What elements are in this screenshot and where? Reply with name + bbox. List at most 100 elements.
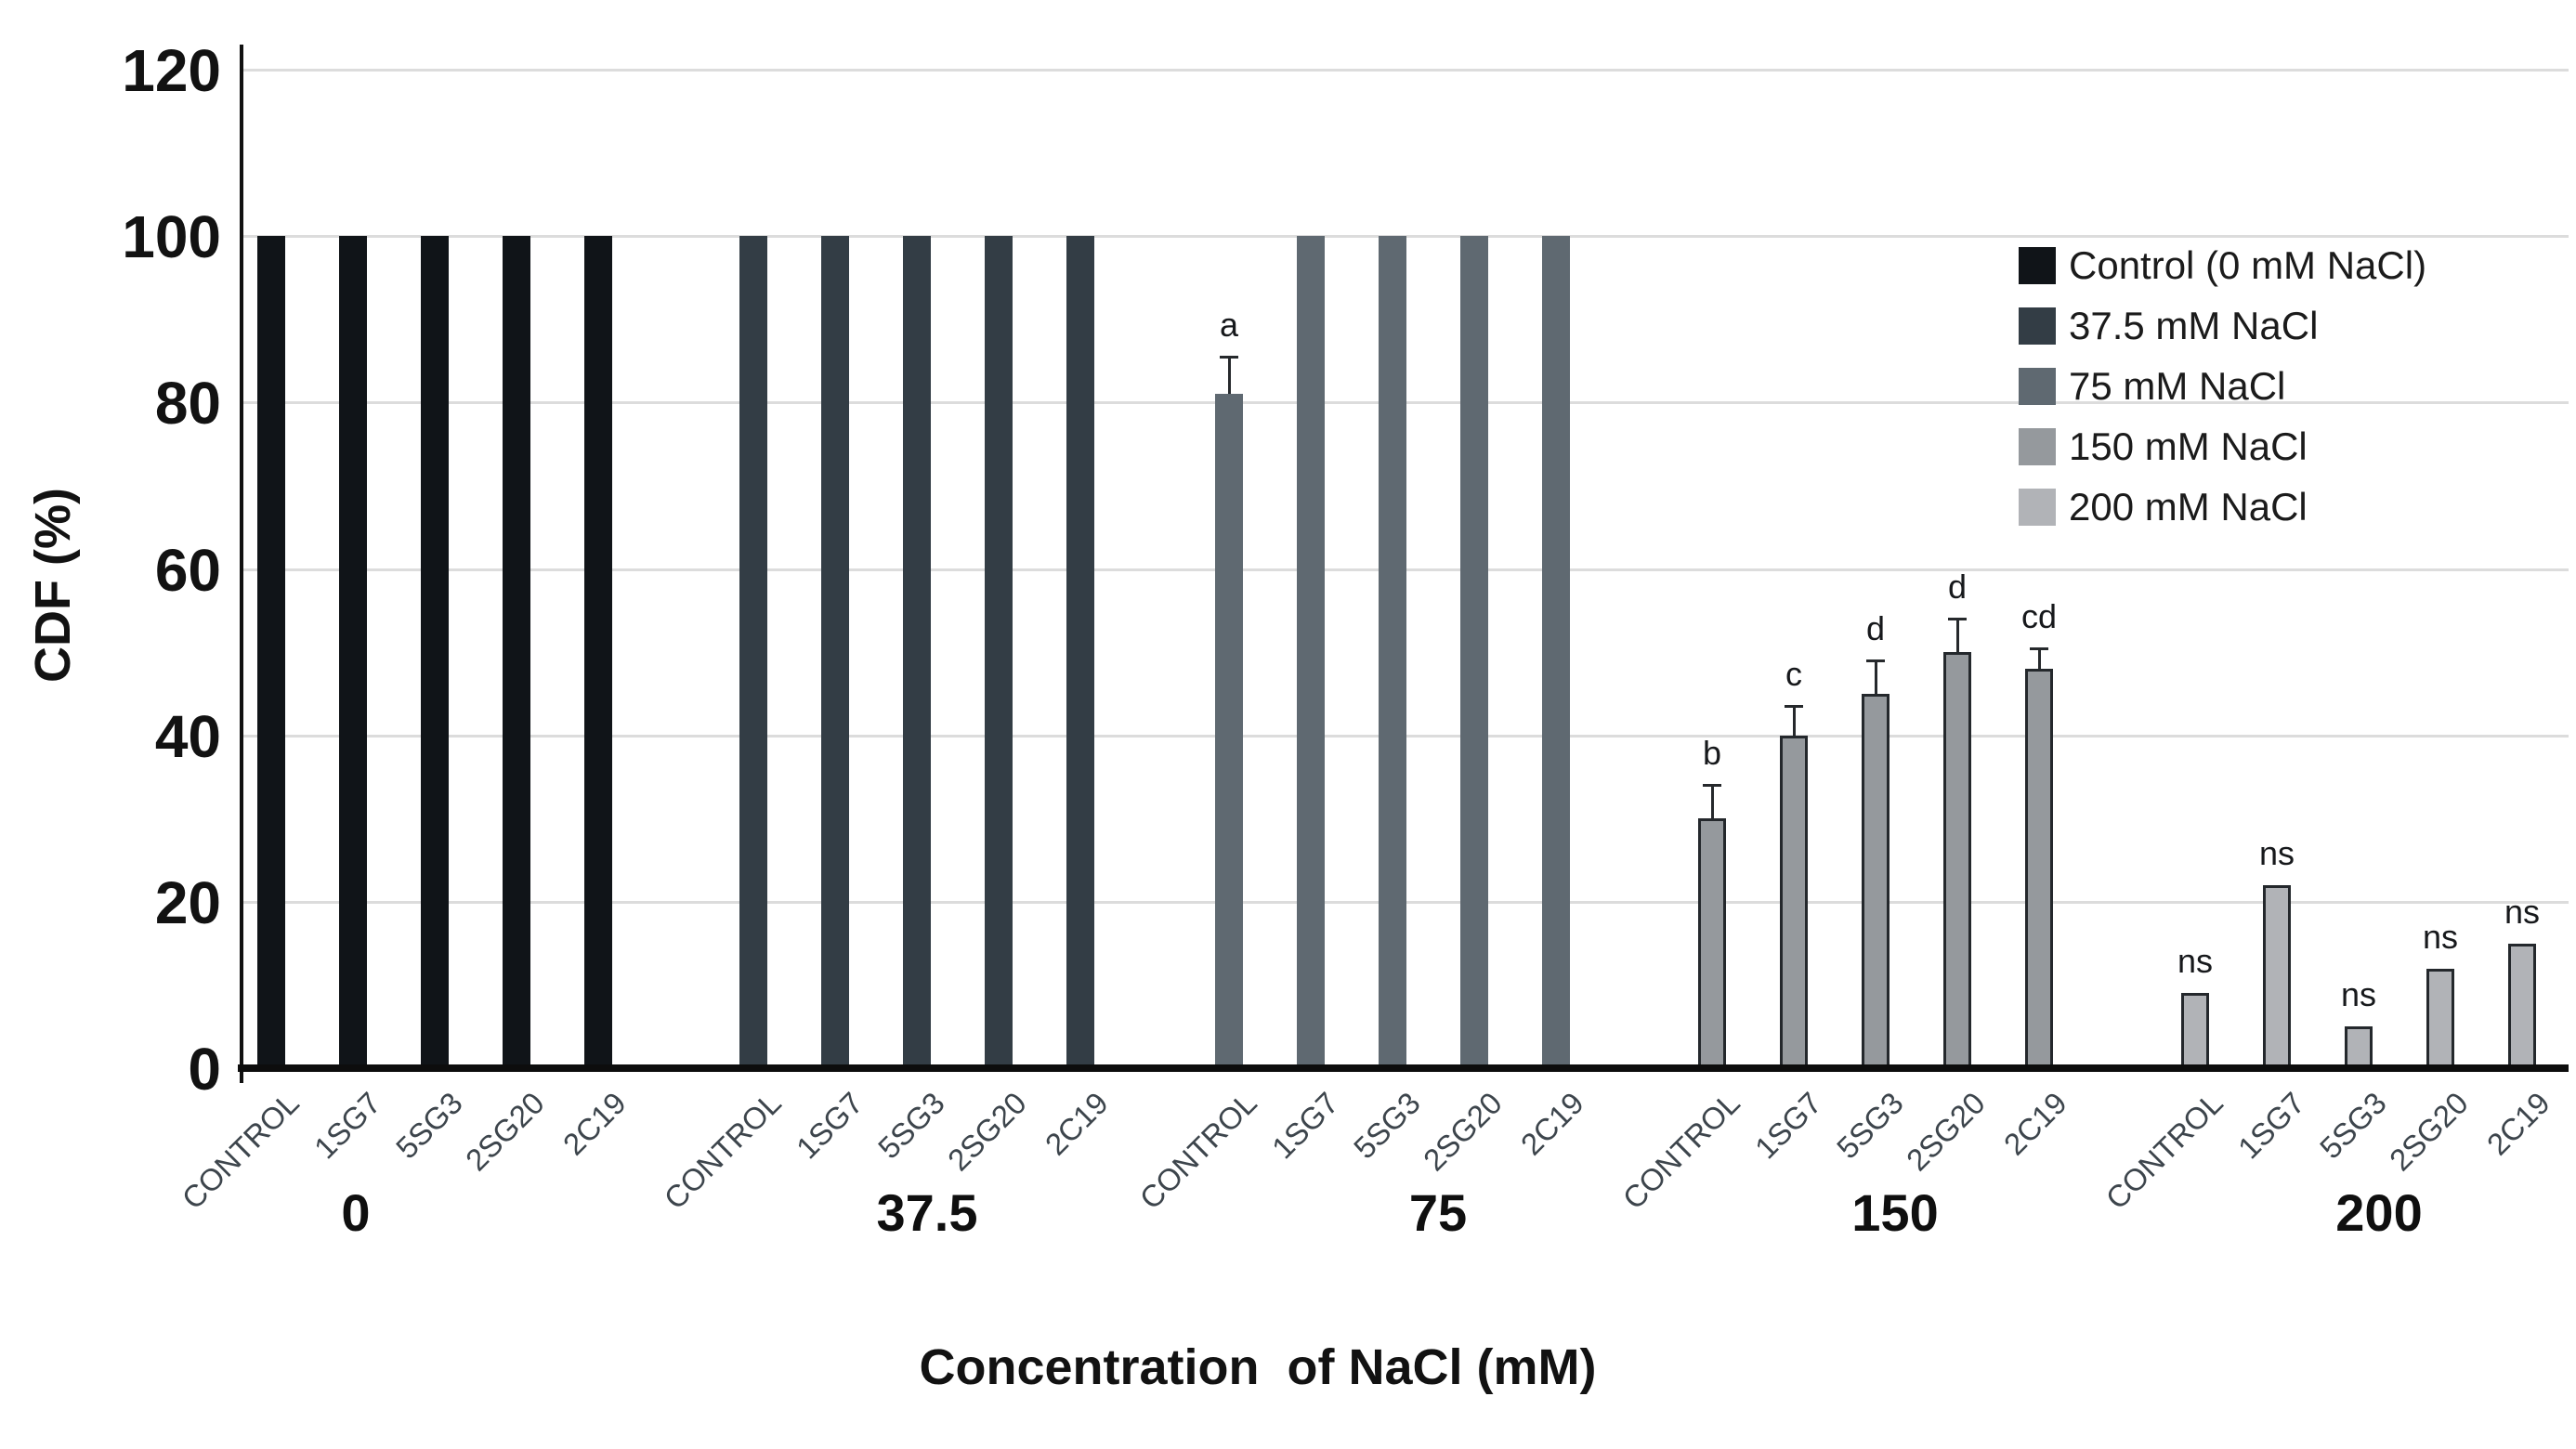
legend-item: 37.5 mM NaCl xyxy=(2019,304,2318,348)
group-label-37.5: 37.5 xyxy=(876,1183,978,1242)
category-tick-label: 2SG20 xyxy=(2382,1085,2475,1178)
category-tick-label: 2SG20 xyxy=(940,1085,1033,1178)
error-bar xyxy=(1227,357,1231,395)
bar-200-5SG3 xyxy=(2345,1026,2373,1068)
bar-0-5SG3 xyxy=(421,236,449,1068)
significance-label: c xyxy=(1785,655,1802,694)
bar-0-2C19 xyxy=(584,236,612,1068)
group-label-0: 0 xyxy=(341,1183,371,1242)
bar-37.5-CONTROL xyxy=(739,236,767,1068)
y-tick-label-60: 60 xyxy=(154,536,221,604)
category-tick-label: 1SG7 xyxy=(1747,1085,1828,1166)
category-tick-label: CONTROL xyxy=(2099,1085,2229,1216)
error-bar-cap xyxy=(1703,784,1721,788)
error-bar-cap xyxy=(1948,618,1967,621)
bar-75-2SG20 xyxy=(1460,236,1488,1068)
category-tick-label: 1SG7 xyxy=(1264,1085,1345,1166)
error-bar-cap xyxy=(1785,705,1803,709)
error-bar xyxy=(2037,647,2041,669)
legend-label: 150 mM NaCl xyxy=(2069,424,2308,468)
bar-150-2C19 xyxy=(2025,669,2053,1068)
significance-label: d xyxy=(1865,609,1886,648)
category-tick-label: CONTROL xyxy=(1132,1085,1263,1216)
error-bar xyxy=(1792,706,1796,736)
x-axis-line xyxy=(238,1064,2569,1072)
bar-150-CONTROL xyxy=(1698,818,1726,1068)
error-bar-cap xyxy=(1220,356,1238,359)
legend-item: Control (0 mM NaCl) xyxy=(2019,243,2426,288)
bar-37.5-2C19 xyxy=(1066,236,1094,1068)
category-tick-label: CONTROL xyxy=(657,1085,788,1216)
bar-0-2SG20 xyxy=(503,236,530,1068)
error-bar xyxy=(1955,619,1959,653)
category-tick-label: 2SG20 xyxy=(1416,1085,1509,1178)
category-tick-label: 5SG3 xyxy=(388,1085,469,1166)
significance-label: ns xyxy=(2504,892,2541,931)
y-tick-label-40: 40 xyxy=(154,702,221,770)
y-axis-line xyxy=(240,45,243,1083)
bar-37.5-5SG3 xyxy=(903,236,931,1068)
category-tick-label: CONTROL xyxy=(175,1085,306,1216)
legend-item: 75 mM NaCl xyxy=(2019,364,2285,409)
significance-label: b xyxy=(1702,734,1722,773)
error-bar xyxy=(1710,785,1714,819)
category-tick-label: 5SG3 xyxy=(870,1085,951,1166)
y-tick-label-20: 20 xyxy=(154,868,221,936)
legend-swatch xyxy=(2019,489,2056,526)
bar-150-1SG7 xyxy=(1780,735,1808,1068)
category-tick-label: 5SG3 xyxy=(1346,1085,1427,1166)
y-tick-label-0: 0 xyxy=(188,1036,221,1103)
category-tick-label: 1SG7 xyxy=(2230,1085,2311,1166)
bar-0-CONTROL xyxy=(257,236,285,1068)
y-axis-title: CDF (%) xyxy=(25,488,81,683)
group-label-75: 75 xyxy=(1408,1183,1468,1242)
category-tick-label: 2C19 xyxy=(2479,1085,2556,1162)
bar-75-CONTROL xyxy=(1215,394,1243,1068)
bar-200-CONTROL xyxy=(2181,993,2209,1068)
legend-swatch xyxy=(2019,428,2056,465)
bar-75-1SG7 xyxy=(1297,236,1325,1068)
group-label-150: 150 xyxy=(1851,1183,1939,1242)
significance-label: d xyxy=(1947,568,1968,607)
bar-200-2C19 xyxy=(2508,943,2536,1068)
legend-label: 37.5 mM NaCl xyxy=(2069,304,2319,347)
bar-200-1SG7 xyxy=(2263,884,2291,1068)
category-tick-label: 2C19 xyxy=(1513,1085,1590,1162)
bar-37.5-2SG20 xyxy=(985,236,1013,1068)
group-label-200: 200 xyxy=(2335,1183,2423,1242)
category-tick-label: 2SG20 xyxy=(458,1085,551,1178)
category-tick-label: 2C19 xyxy=(1996,1085,2073,1162)
legend-item: 200 mM NaCl xyxy=(2019,485,2308,529)
significance-label: a xyxy=(1219,306,1239,345)
y-tick-label-80: 80 xyxy=(154,370,221,437)
category-tick-label: 2SG20 xyxy=(1899,1085,1992,1178)
bar-75-5SG3 xyxy=(1379,236,1406,1068)
bar-200-2SG20 xyxy=(2426,968,2454,1068)
legend-swatch xyxy=(2019,247,2056,284)
bar-0-1SG7 xyxy=(339,236,367,1068)
significance-label: ns xyxy=(2258,833,2295,872)
category-tick-label: CONTROL xyxy=(1615,1085,1746,1216)
legend-label: 200 mM NaCl xyxy=(2069,485,2308,529)
legend-item: 150 mM NaCl xyxy=(2019,424,2308,469)
category-tick-label: 1SG7 xyxy=(789,1085,870,1166)
category-tick-label: 5SG3 xyxy=(2312,1085,2393,1166)
bar-37.5-1SG7 xyxy=(821,236,849,1068)
error-bar-cap xyxy=(2030,646,2048,650)
y-tick-label-120: 120 xyxy=(122,37,221,104)
legend-swatch xyxy=(2019,307,2056,345)
error-bar-cap xyxy=(1866,659,1885,663)
bar-150-5SG3 xyxy=(1862,693,1890,1068)
error-bar xyxy=(1874,660,1877,694)
legend-swatch xyxy=(2019,368,2056,405)
category-tick-label: 5SG3 xyxy=(1829,1085,1910,1166)
significance-label: ns xyxy=(2340,975,2377,1014)
bar-150-2SG20 xyxy=(1943,652,1971,1068)
y-tick-label-100: 100 xyxy=(122,203,221,271)
category-tick-label: 1SG7 xyxy=(307,1085,387,1166)
category-tick-label: 2C19 xyxy=(556,1085,633,1162)
significance-label: ns xyxy=(2177,942,2214,981)
category-tick-label: 2C19 xyxy=(1038,1085,1115,1162)
legend-label: 75 mM NaCl xyxy=(2069,364,2286,408)
